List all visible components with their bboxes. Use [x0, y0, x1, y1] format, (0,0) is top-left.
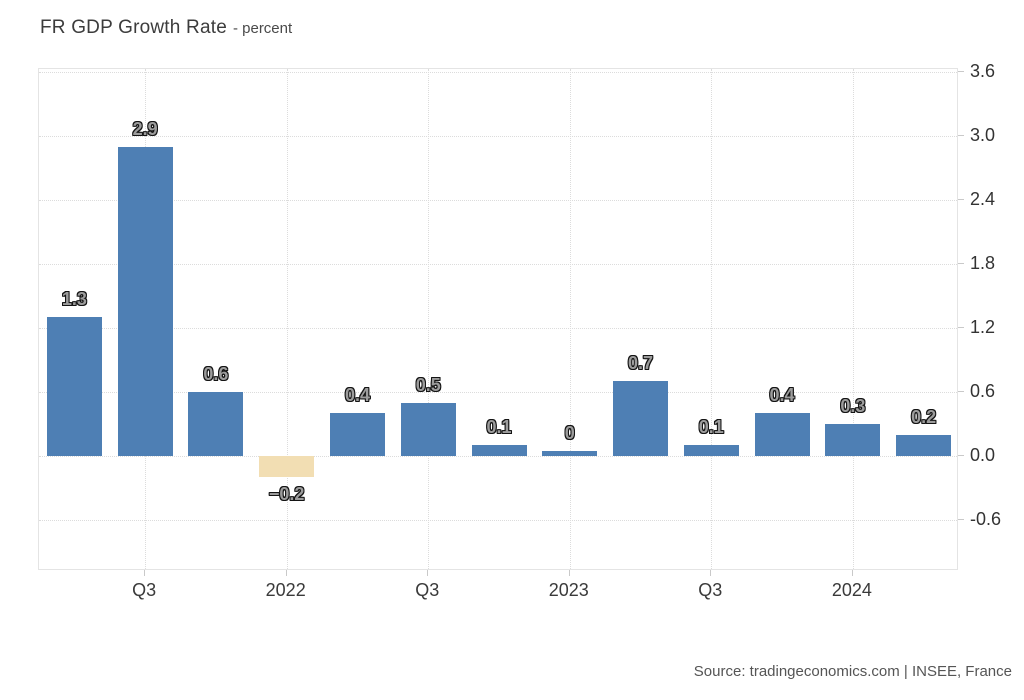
bar[interactable]	[259, 455, 315, 478]
y-axis-tick	[958, 518, 964, 520]
chart-subtitle: - percent	[232, 20, 293, 37]
x-tick-label: 2024	[831, 580, 872, 600]
y-axis-tick	[958, 199, 964, 201]
h-gridline	[39, 455, 957, 457]
h-gridline	[39, 391, 957, 393]
h-gridline	[39, 327, 957, 329]
bar[interactable]	[683, 445, 739, 456]
x-tick-label: 2022	[265, 580, 306, 600]
v-gridline	[569, 69, 571, 569]
h-gridline	[39, 264, 957, 266]
x-axis-tick	[427, 570, 429, 576]
x-tick-label: Q3	[698, 580, 723, 600]
y-tick-label: 1.8	[970, 253, 996, 274]
x-tick-label: Q3	[132, 580, 157, 600]
chart-title: FR GDP Growth Rate	[40, 17, 227, 38]
bar-value-label: 0.7	[628, 353, 654, 374]
bar-value-label: 1.3	[61, 289, 87, 310]
h-gridline	[39, 136, 957, 138]
y-tick-label: 0.0	[970, 444, 996, 465]
y-tick-label: 3.6	[970, 61, 996, 82]
v-gridline	[428, 69, 430, 569]
v-gridline	[711, 69, 713, 569]
y-tick-label: 0.6	[970, 380, 996, 401]
bar[interactable]	[471, 445, 527, 456]
bar-value-label: 0.6	[203, 363, 229, 384]
bar-value-label: 0.1	[486, 417, 512, 438]
v-gridline	[852, 69, 854, 569]
plot-area: 1.3 2.9 0.6 −0.2 0.4 0.5 0.1 0 0.7 0.1 0.4 0.3 0.2	[38, 68, 958, 570]
y-tick-label: 2.4	[970, 189, 996, 210]
bar[interactable]	[754, 413, 810, 456]
x-axis-tick	[144, 570, 146, 576]
y-axis-tick	[958, 390, 964, 392]
h-gridline	[39, 200, 957, 202]
y-tick-label: 3.0	[970, 125, 996, 146]
h-gridline	[39, 519, 957, 521]
x-axis-tick	[568, 570, 570, 576]
y-axis-tick	[958, 454, 964, 456]
bar[interactable]	[613, 381, 669, 456]
bar[interactable]	[46, 317, 102, 456]
x-tick-label: 2023	[548, 580, 589, 600]
bar[interactable]	[329, 413, 385, 456]
y-axis-tick	[958, 326, 964, 328]
x-tick-label: Q3	[415, 580, 440, 600]
y-axis-tick	[958, 135, 964, 137]
bar[interactable]	[400, 402, 456, 456]
x-axis-tick	[710, 570, 712, 576]
source-attribution: Source: tradingeconomics.com | INSEE, Fr…	[693, 663, 1012, 680]
y-axis-tick	[958, 71, 964, 73]
v-gridline	[286, 69, 288, 569]
y-tick-label: -0.6	[970, 508, 1002, 529]
x-axis-tick	[285, 570, 287, 576]
chart-header: FR GDP Growth Rate - percent	[40, 17, 292, 39]
bar[interactable]	[542, 450, 598, 456]
bar-value-label: 0.4	[344, 385, 370, 406]
bar[interactable]	[117, 146, 173, 456]
bar-value-label: 0.2	[911, 406, 937, 427]
bar[interactable]	[896, 434, 952, 456]
y-axis-tick	[958, 263, 964, 265]
y-tick-label: 1.2	[970, 316, 996, 337]
bar-value-label: 0.4	[769, 385, 795, 406]
x-axis-tick	[851, 570, 853, 576]
h-gridline	[39, 72, 957, 74]
bar[interactable]	[825, 423, 881, 456]
bar[interactable]	[188, 391, 244, 456]
